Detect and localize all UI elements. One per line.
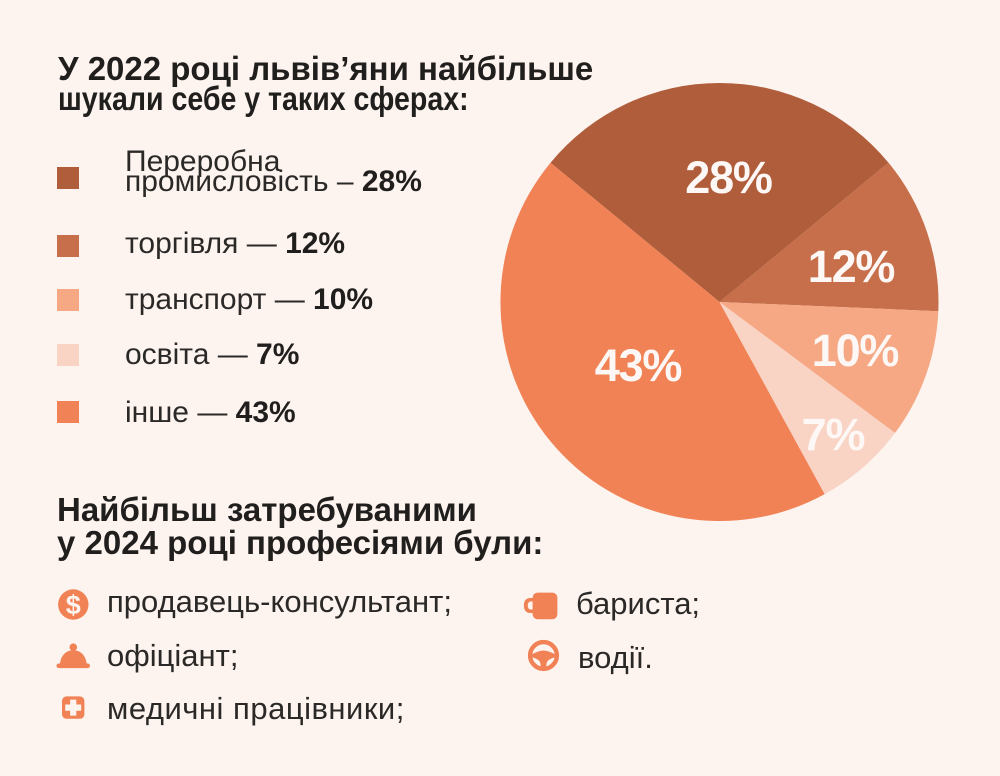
svg-text:$: $ [66, 590, 81, 620]
